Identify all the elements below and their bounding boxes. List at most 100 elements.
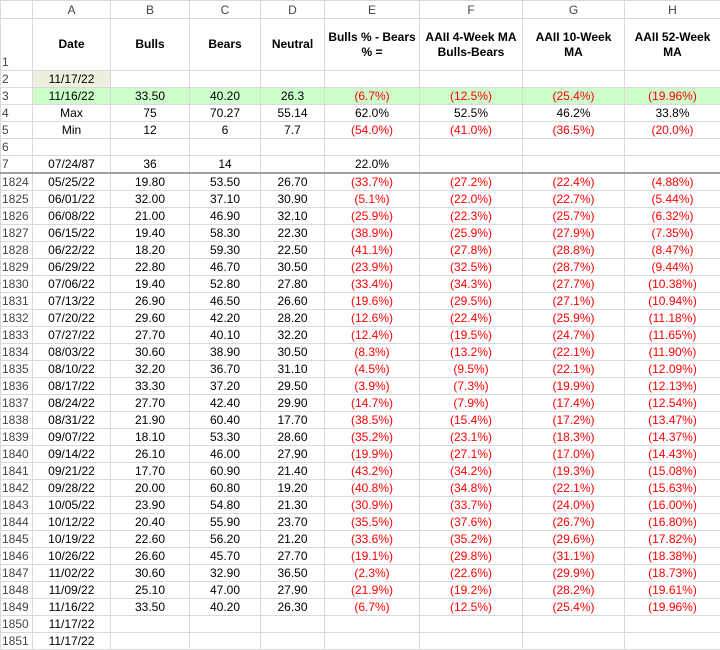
column-header: D — [261, 1, 325, 19]
cell: 09/07/22 — [33, 429, 111, 446]
cell: 25.10 — [111, 582, 190, 599]
cell: 11/17/22 — [33, 616, 111, 633]
cell: (19.61%) — [625, 582, 720, 599]
empty-cell — [190, 71, 261, 88]
cell: 08/24/22 — [33, 395, 111, 412]
cell: (13.2%) — [420, 344, 523, 361]
cell: 22.50 — [261, 242, 325, 259]
cell: 28.60 — [261, 429, 325, 446]
row-header: 5 — [1, 122, 33, 139]
cell: 09/28/22 — [33, 480, 111, 497]
cell: (40.8%) — [325, 480, 420, 497]
cell: AAII 52-Week MA — [625, 19, 720, 71]
cell: (24.0%) — [523, 497, 625, 514]
cell: (25.9%) — [420, 225, 523, 242]
cell: (22.1%) — [523, 361, 625, 378]
cell: 17.70 — [261, 412, 325, 429]
empty-cell — [261, 616, 325, 633]
row-header: 1841 — [1, 463, 33, 480]
cell: (9.44%) — [625, 259, 720, 276]
cell: 36 — [111, 156, 190, 174]
cell: (10.38%) — [625, 276, 720, 293]
cell: (25.4%) — [523, 599, 625, 616]
cell: 52.5% — [420, 105, 523, 122]
cell: (25.9%) — [523, 310, 625, 327]
cell: (27.2%) — [420, 173, 523, 191]
empty-cell — [111, 633, 190, 650]
cell: 40.10 — [190, 327, 261, 344]
cell: 09/14/22 — [33, 446, 111, 463]
cell: Bears — [190, 19, 261, 71]
cell: (22.4%) — [523, 173, 625, 191]
row-header: 1842 — [1, 480, 33, 497]
cell: AAII 10-Week MA — [523, 19, 625, 71]
cell: 46.00 — [190, 446, 261, 463]
cell: 26.60 — [111, 548, 190, 565]
cell: 38.90 — [190, 344, 261, 361]
cell: (32.5%) — [420, 259, 523, 276]
cell: (18.3%) — [523, 429, 625, 446]
cell: (34.3%) — [420, 276, 523, 293]
cell: 62.0% — [325, 105, 420, 122]
cell: 07/27/22 — [33, 327, 111, 344]
cell: (5.44%) — [625, 191, 720, 208]
cell: 30.90 — [261, 191, 325, 208]
cell: (41.1%) — [325, 242, 420, 259]
cell: 52.80 — [190, 276, 261, 293]
cell: (17.82%) — [625, 531, 720, 548]
cell: (25.9%) — [325, 208, 420, 225]
cell: (15.63%) — [625, 480, 720, 497]
cell: 08/10/22 — [33, 361, 111, 378]
cell: (35.2%) — [420, 531, 523, 548]
cell: (14.7%) — [325, 395, 420, 412]
cell: 46.90 — [190, 208, 261, 225]
cell: 09/21/22 — [33, 463, 111, 480]
cell: (6.7%) — [325, 599, 420, 616]
cell: (22.4%) — [420, 310, 523, 327]
cell: 32.20 — [261, 327, 325, 344]
cell: 19.40 — [111, 276, 190, 293]
cell: Min — [33, 122, 111, 139]
cell: (11.65%) — [625, 327, 720, 344]
empty-cell — [325, 633, 420, 650]
empty-cell — [625, 156, 720, 174]
cell: 08/03/22 — [33, 344, 111, 361]
column-header: B — [111, 1, 190, 19]
cell: (33.6%) — [325, 531, 420, 548]
row-header: 1826 — [1, 208, 33, 225]
cell: 11/16/22 — [33, 88, 111, 105]
cell: 29.90 — [261, 395, 325, 412]
cell: (37.6%) — [420, 514, 523, 531]
cell: 60.80 — [190, 480, 261, 497]
cell: (33.4%) — [325, 276, 420, 293]
cell: 54.80 — [190, 497, 261, 514]
cell: 07/06/22 — [33, 276, 111, 293]
row-header: 1836 — [1, 378, 33, 395]
row-header: 1835 — [1, 361, 33, 378]
cell: 27.70 — [111, 395, 190, 412]
cell: (19.6%) — [325, 293, 420, 310]
cell: 33.8% — [625, 105, 720, 122]
cell: (19.5%) — [420, 327, 523, 344]
cell: (12.09%) — [625, 361, 720, 378]
cell: 07/13/22 — [33, 293, 111, 310]
cell: 14 — [190, 156, 261, 174]
cell: 55.90 — [190, 514, 261, 531]
cell: 42.20 — [190, 310, 261, 327]
cell: (4.5%) — [325, 361, 420, 378]
cell: (8.3%) — [325, 344, 420, 361]
cell: 18.10 — [111, 429, 190, 446]
cell: 26.60 — [261, 293, 325, 310]
cell: 27.70 — [111, 327, 190, 344]
cell: 19.20 — [261, 480, 325, 497]
